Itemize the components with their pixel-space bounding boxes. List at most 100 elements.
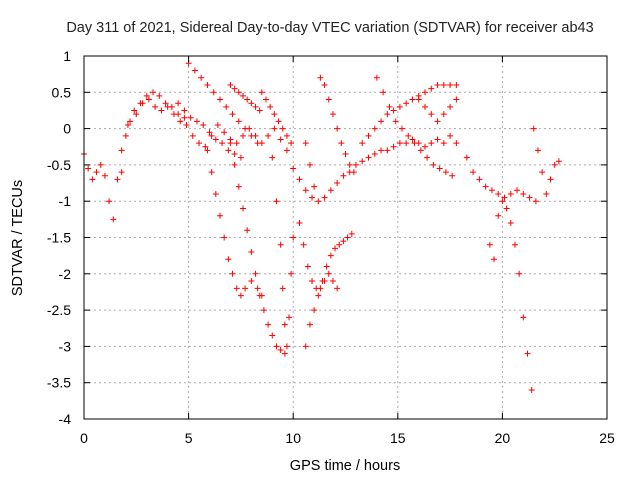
data-point — [286, 314, 293, 321]
data-point — [390, 143, 397, 150]
data-point — [271, 125, 278, 132]
data-point — [463, 154, 470, 161]
data-point — [453, 140, 460, 147]
data-point — [254, 285, 261, 292]
data-point — [181, 114, 188, 121]
data-point — [329, 278, 336, 285]
data-point — [202, 143, 209, 150]
data-point — [325, 270, 332, 277]
data-point — [231, 151, 238, 158]
data-point — [256, 292, 263, 299]
data-point — [350, 169, 357, 176]
data-point — [309, 194, 316, 201]
data-point — [269, 332, 276, 339]
data-point — [317, 285, 324, 292]
data-point — [543, 190, 550, 197]
data-point — [300, 241, 307, 248]
data-point — [229, 270, 236, 277]
data-point — [447, 103, 454, 110]
data-point — [271, 111, 278, 118]
data-point — [237, 154, 244, 161]
data-point — [476, 176, 483, 183]
data-point — [440, 140, 447, 147]
data-point — [334, 285, 341, 292]
data-point — [158, 107, 165, 114]
data-point — [384, 147, 391, 154]
series-s17 — [463, 154, 539, 205]
y-tick-label: -2.5 — [47, 302, 71, 318]
data-point — [470, 169, 477, 176]
data-point — [227, 82, 234, 89]
data-point — [405, 132, 412, 139]
data-point — [321, 278, 328, 285]
data-point — [534, 147, 541, 154]
data-point — [340, 238, 347, 245]
data-point — [212, 190, 219, 197]
data-point — [206, 129, 213, 136]
data-point — [411, 140, 418, 147]
series-s18 — [486, 198, 535, 393]
data-point — [150, 89, 157, 96]
chart-title: Day 311 of 2021, Sidereal Day-to-day VTE… — [66, 20, 593, 36]
y-tick-label: 0 — [63, 121, 71, 137]
data-point — [279, 285, 286, 292]
data-point — [216, 96, 223, 103]
series-s11 — [296, 219, 341, 292]
series-s16 — [415, 96, 460, 125]
data-point — [453, 82, 460, 89]
data-point — [321, 82, 328, 89]
data-point — [547, 176, 554, 183]
data-point — [137, 100, 144, 107]
data-point — [392, 118, 399, 125]
data-point — [233, 140, 240, 147]
data-point — [488, 187, 495, 194]
data-point — [191, 67, 198, 74]
data-point — [352, 161, 359, 168]
data-point — [378, 118, 385, 125]
data-point — [440, 82, 447, 89]
data-point — [311, 183, 318, 190]
data-point — [145, 96, 152, 103]
y-tick-label: -3.5 — [47, 375, 71, 391]
data-point — [491, 256, 498, 263]
data-point — [283, 132, 290, 139]
series-s6 — [227, 140, 288, 357]
data-points — [81, 60, 562, 393]
series-s7 — [227, 82, 263, 114]
data-point — [390, 107, 397, 114]
y-tick-label: -1 — [59, 193, 72, 209]
data-point — [495, 212, 502, 219]
series-s15 — [373, 74, 456, 179]
series-s19 — [530, 125, 562, 197]
data-point — [168, 103, 175, 110]
x-tick-label: 10 — [285, 430, 301, 446]
data-point — [409, 96, 416, 103]
data-point — [127, 118, 134, 125]
data-point — [302, 187, 309, 194]
data-point — [237, 292, 244, 299]
series-s3 — [175, 100, 244, 161]
data-point — [269, 154, 276, 161]
data-point — [248, 278, 255, 285]
data-point — [514, 187, 521, 194]
data-point — [263, 96, 270, 103]
data-point — [428, 140, 435, 147]
data-point — [288, 270, 295, 277]
data-point — [449, 172, 456, 179]
data-point — [281, 350, 288, 357]
data-point — [359, 140, 366, 147]
data-point — [323, 263, 330, 270]
data-point — [371, 151, 378, 158]
data-point — [193, 118, 200, 125]
data-point — [428, 111, 435, 118]
data-point — [373, 74, 380, 81]
data-point — [311, 307, 318, 314]
series-s8 — [258, 89, 295, 147]
data-point — [283, 147, 290, 154]
data-point — [306, 161, 313, 168]
data-point — [212, 136, 219, 143]
data-point — [532, 198, 539, 205]
data-point — [327, 187, 334, 194]
data-point — [242, 285, 249, 292]
